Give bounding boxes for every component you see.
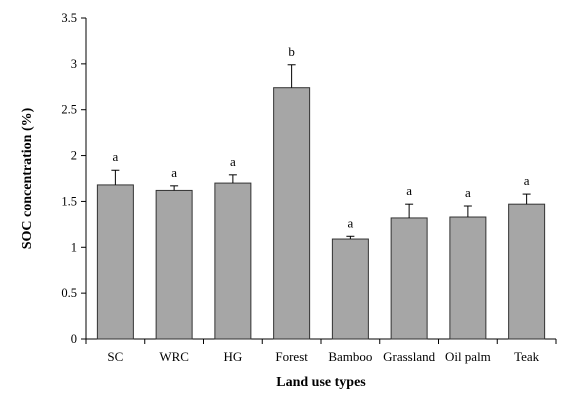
- bar: [96, 184, 134, 340]
- bar: [331, 238, 369, 340]
- y-tick-label: 1: [71, 240, 77, 254]
- x-tick-label: SC: [107, 349, 123, 364]
- bars: a a a b a a a a: [96, 44, 546, 340]
- bar: [273, 87, 311, 340]
- x-tick-label: Grassland: [383, 349, 435, 364]
- bar: [390, 217, 428, 340]
- bar: [508, 203, 546, 340]
- x-axis: SC WRC HG Forest Bamboo Grassland Oil palm Teak: [85, 338, 557, 364]
- y-tick-label: 3.5: [61, 11, 77, 25]
- significance-label: a: [406, 183, 412, 198]
- y-tick-label: 0: [71, 332, 77, 346]
- x-tick-label: WRC: [159, 349, 189, 364]
- x-tick-label: Oil palm: [445, 349, 491, 364]
- y-axis: 0 0.5 1 1.5 2 2.5 3 3.5: [61, 11, 87, 346]
- bar: [214, 182, 252, 340]
- x-tick-label: Forest: [275, 349, 308, 364]
- y-tick-label: 2.5: [61, 103, 77, 117]
- significance-label: a: [112, 149, 118, 164]
- y-tick-label: 2: [71, 149, 77, 163]
- significance-label: a: [524, 173, 530, 188]
- y-axis-title: SOC concentration (%): [20, 107, 35, 249]
- y-tick-label: 3: [71, 57, 77, 71]
- x-tick-label: HG: [223, 349, 242, 364]
- x-tick-label: Teak: [514, 349, 540, 364]
- y-tick-label: 0.5: [61, 286, 77, 300]
- significance-label: a: [171, 165, 177, 180]
- y-tick-label: 1.5: [61, 194, 77, 208]
- significance-label: a: [347, 215, 353, 230]
- significance-label: b: [288, 44, 295, 59]
- bar: [155, 189, 193, 340]
- bar: [449, 216, 487, 340]
- x-axis-title: Land use types: [276, 375, 366, 390]
- significance-label: a: [230, 154, 236, 169]
- significance-label: a: [465, 185, 471, 200]
- x-tick-label: Bamboo: [328, 349, 372, 364]
